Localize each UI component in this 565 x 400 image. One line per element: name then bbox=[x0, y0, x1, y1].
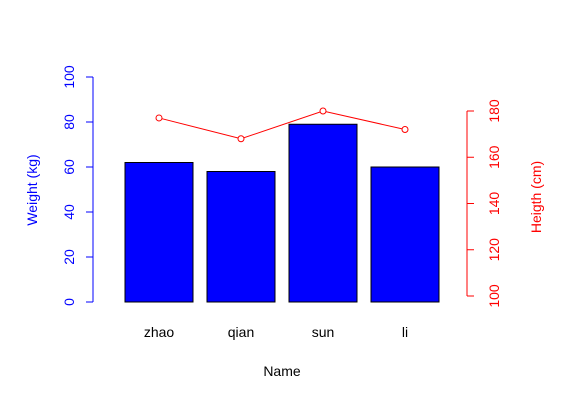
bar-zhao bbox=[124, 162, 194, 303]
right-axis-tick-label: 120 bbox=[486, 238, 502, 262]
x-category-label: sun bbox=[312, 324, 335, 340]
left-y-axis-label: Weight (kg) bbox=[24, 154, 40, 225]
left-axis-tick-label: 60 bbox=[61, 159, 77, 175]
height-point-zhao bbox=[155, 114, 163, 122]
x-category-label: li bbox=[402, 324, 408, 340]
bar-series bbox=[124, 123, 440, 303]
height-point-sun bbox=[319, 107, 327, 115]
height-point-li bbox=[401, 126, 409, 133]
line-series bbox=[155, 107, 409, 143]
x-category-labels: zhao qian sun li bbox=[144, 324, 408, 340]
left-axis-tick-label: 40 bbox=[61, 204, 77, 220]
x-category-label: zhao bbox=[144, 324, 175, 340]
x-axis-label: Name bbox=[263, 363, 301, 379]
left-axis-tick-label: 20 bbox=[61, 249, 77, 265]
right-axis-tick-label: 180 bbox=[486, 99, 502, 123]
right-axis-tick-label: 100 bbox=[486, 284, 502, 308]
left-axis-tick-label: 0 bbox=[61, 298, 77, 306]
right-y-axis: 100 120 140 160 180 bbox=[466, 99, 502, 308]
right-y-axis-label: Heigth (cm) bbox=[528, 161, 544, 233]
height-point-qian bbox=[237, 135, 245, 143]
height-line bbox=[158, 110, 406, 140]
right-axis-tick-label: 160 bbox=[486, 145, 502, 169]
left-y-axis: 0 20 40 60 80 100 bbox=[61, 65, 94, 306]
left-axis-tick-label: 100 bbox=[61, 65, 77, 89]
bar-li bbox=[370, 166, 440, 303]
x-category-label: qian bbox=[228, 324, 254, 340]
bar-sun bbox=[288, 123, 358, 303]
right-axis-tick-label: 140 bbox=[486, 192, 502, 216]
left-axis-tick-label: 80 bbox=[61, 114, 77, 130]
bar-qian bbox=[206, 171, 276, 303]
